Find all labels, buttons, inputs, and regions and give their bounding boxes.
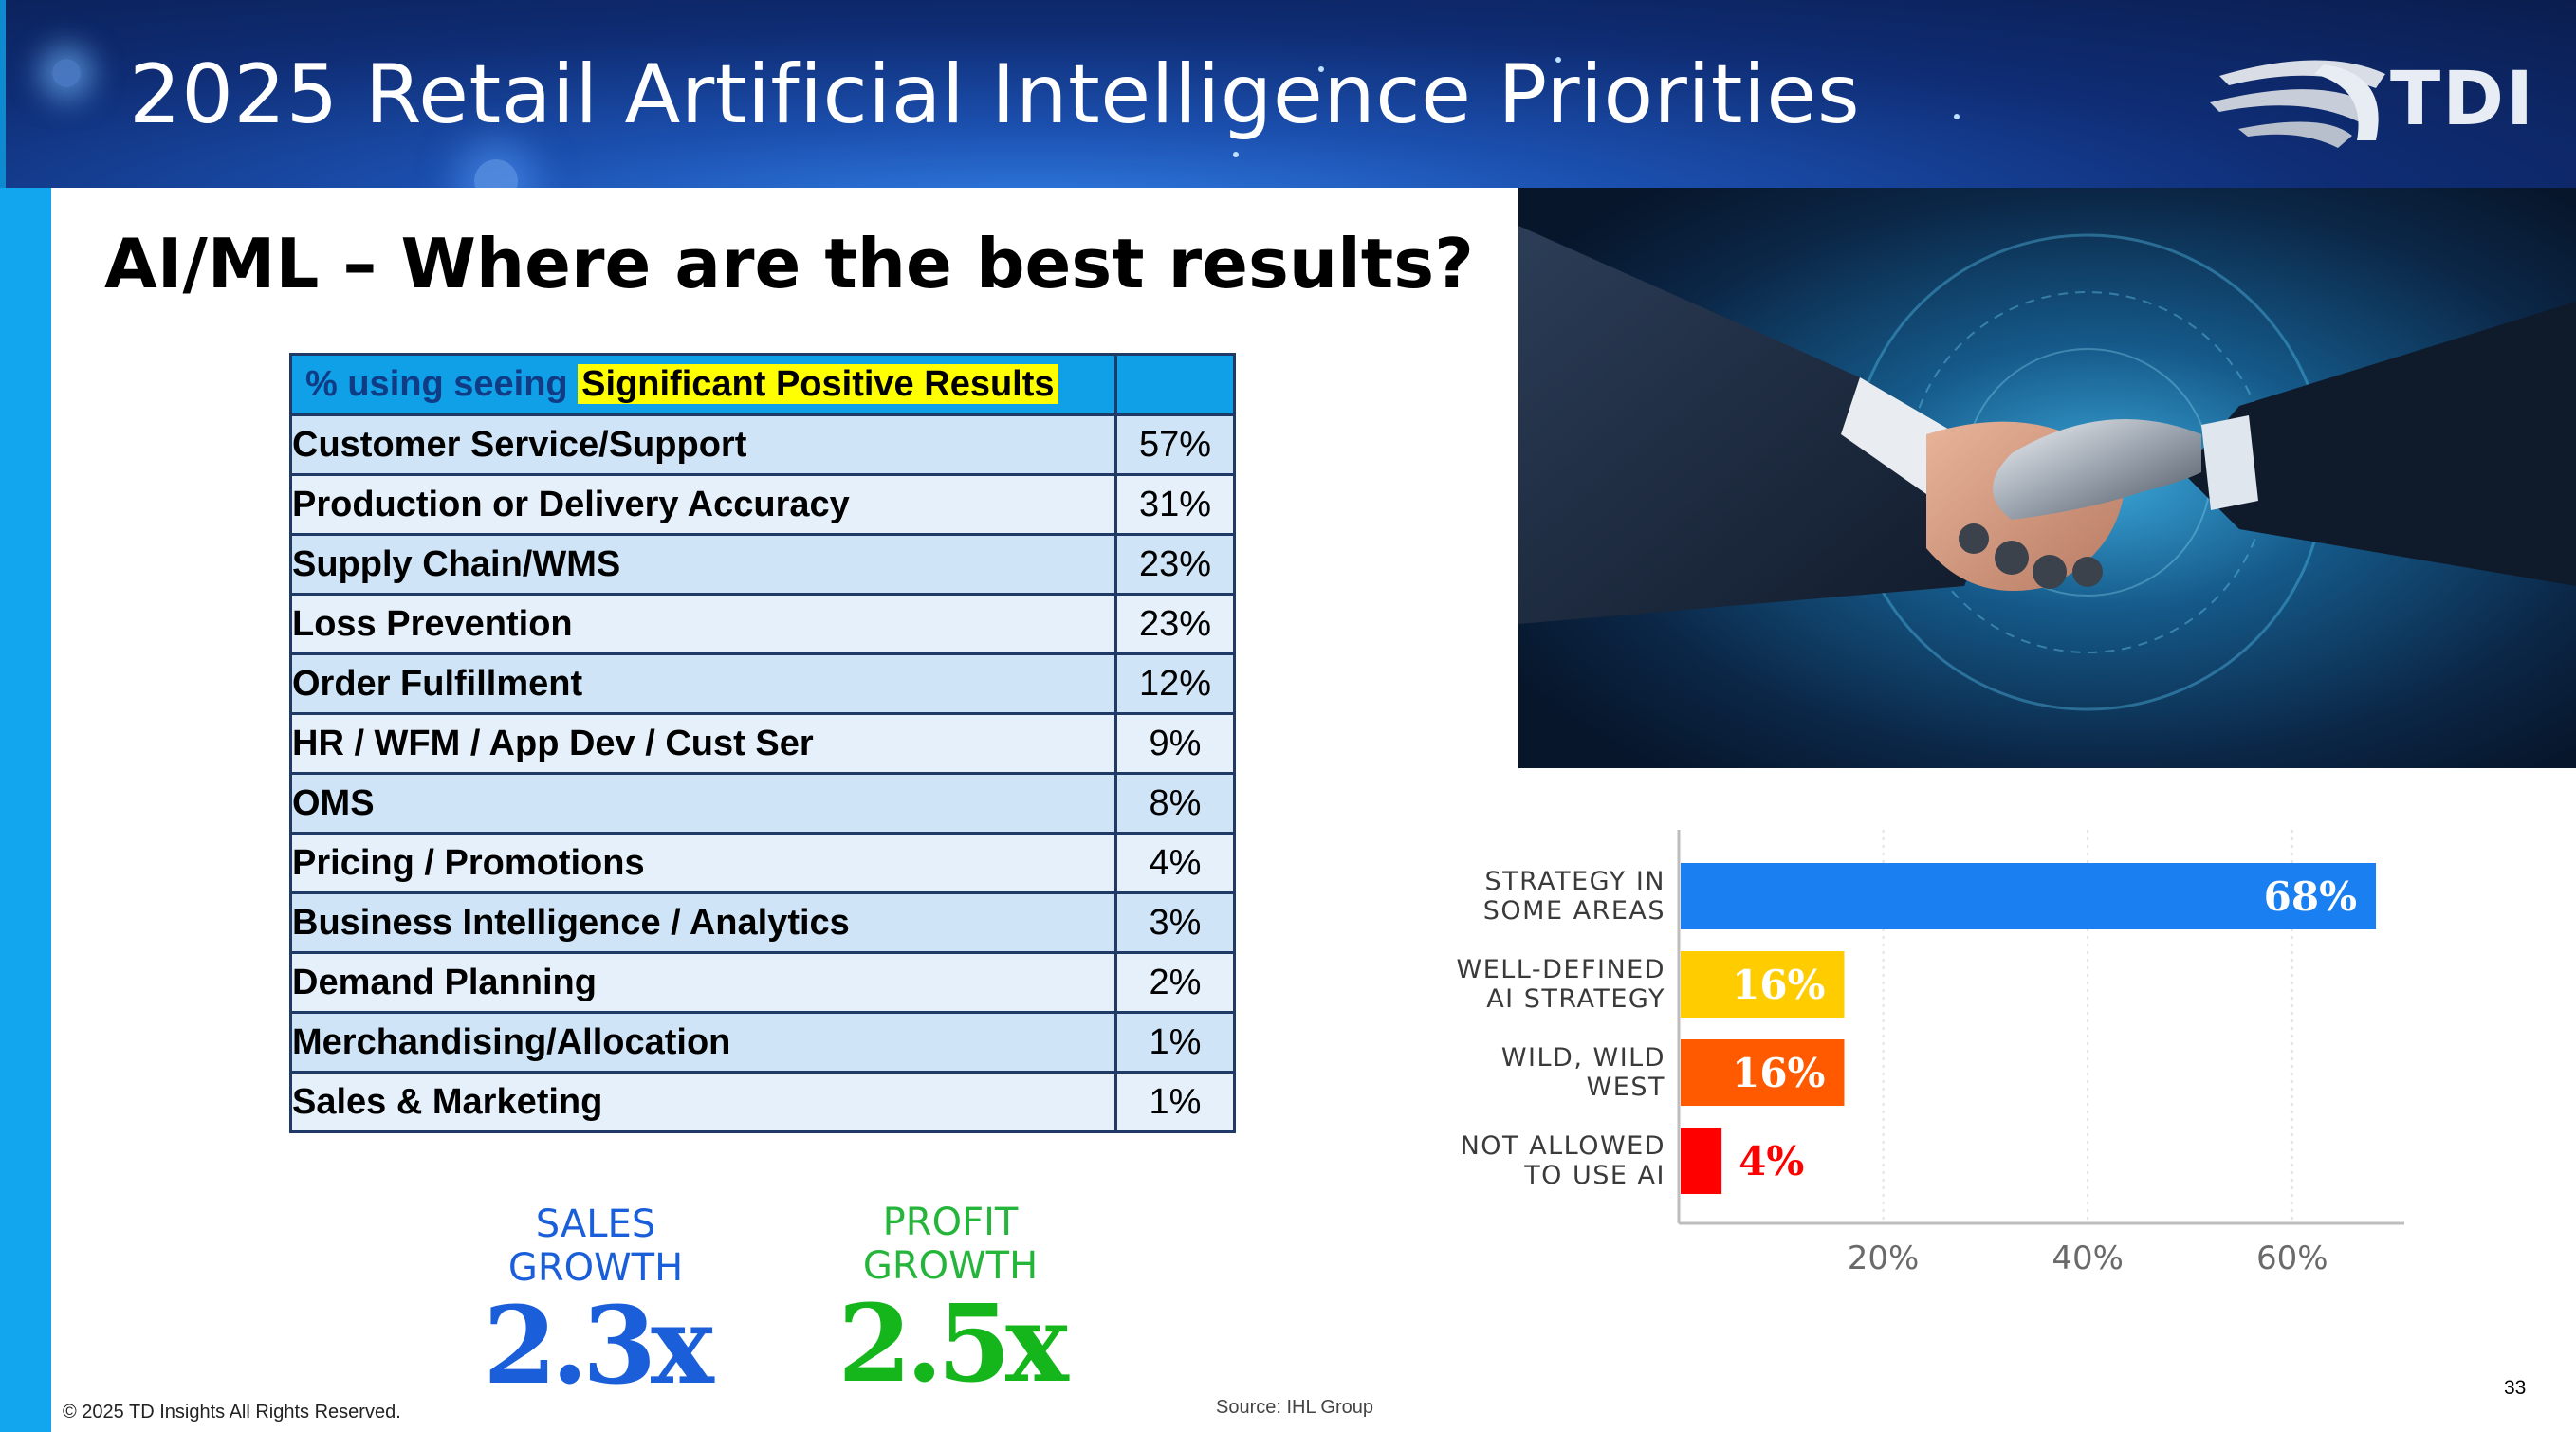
table-row-value: 8% xyxy=(1114,772,1236,835)
section-heading: AI/ML – Where are the best results? xyxy=(104,224,1474,303)
profit-growth-stat: PROFIT GROWTH 2.5x xyxy=(837,1201,1069,1406)
profit-growth-label-1: PROFIT xyxy=(882,1201,1019,1244)
table-row-label: Demand Planning xyxy=(289,951,1117,1014)
sales-growth-label-2: GROWTH xyxy=(507,1246,684,1290)
table-row: OMS 8% xyxy=(289,772,1236,835)
page-number: 33 xyxy=(2504,1377,2527,1399)
chart-category-label: AI STRATEGY xyxy=(1486,984,1665,1014)
light-spark xyxy=(1318,66,1324,72)
table-header-value-cell xyxy=(1114,353,1236,416)
chart-tick-labels: 20% 40% 60% xyxy=(1848,1239,2328,1277)
table-row-label: Loss Prevention xyxy=(289,593,1117,655)
table-row-value: 9% xyxy=(1114,712,1236,775)
chart-data-label: 68% xyxy=(2264,873,2357,920)
table-row: Customer Service/Support 57% xyxy=(289,413,1236,476)
table-row-label: OMS xyxy=(289,772,1117,835)
table-row-value: 4% xyxy=(1114,832,1236,894)
table-row-label: Supply Chain/WMS xyxy=(289,533,1117,596)
table-row-label: Business Intelligence / Analytics xyxy=(289,891,1117,954)
table-row-value: 57% xyxy=(1114,413,1236,476)
table-row-value: 3% xyxy=(1114,891,1236,954)
chart-bar xyxy=(1681,1039,1845,1106)
table-row: Production or Delivery Accuracy 31% xyxy=(289,473,1236,536)
table-row-value: 1% xyxy=(1114,1011,1236,1074)
chart-bar xyxy=(1681,1128,1722,1194)
chart-data-label: 4% xyxy=(1739,1138,1804,1184)
profit-growth-value: 2.5x xyxy=(837,1282,1069,1406)
table-row-label: Pricing / Promotions xyxy=(289,832,1117,894)
table-row-value: 2% xyxy=(1114,951,1236,1014)
chart-category-label: WELL-DEFINED xyxy=(1457,955,1666,984)
table-row-label: Production or Delivery Accuracy xyxy=(289,473,1117,536)
table-row-value: 23% xyxy=(1114,533,1236,596)
table-row: Supply Chain/WMS 23% xyxy=(289,533,1236,596)
chart-bar xyxy=(1681,951,1845,1018)
table-row-label: Merchandising/Allocation xyxy=(289,1011,1117,1074)
chart-category-label: TO USE AI xyxy=(1523,1161,1665,1190)
table-row: Sales & Marketing 1% xyxy=(289,1071,1236,1133)
page-title: 2025 Retail Artificial Intelligence Prio… xyxy=(129,47,1861,142)
table-header-prefix: % using seeing xyxy=(305,364,579,404)
table-row-value: 1% xyxy=(1114,1071,1236,1133)
light-flare xyxy=(52,59,81,87)
chart-category-label: STRATEGY IN xyxy=(1484,867,1665,896)
sales-growth-label-1: SALES xyxy=(535,1203,656,1246)
chart-bars: 68% 16% 16% 4% xyxy=(1681,863,2377,1194)
table-row: Order Fulfillment 12% xyxy=(289,652,1236,715)
chart-x-tick-label: 60% xyxy=(2256,1239,2328,1277)
sales-growth-stat: SALES GROWTH 2.3x xyxy=(482,1203,714,1408)
chart-x-tick-label: 20% xyxy=(1848,1239,1920,1277)
logo-wordmark: TDI xyxy=(2390,57,2535,142)
human-robot-handshake-image xyxy=(1518,188,2576,768)
table-row-value: 12% xyxy=(1114,652,1236,715)
profit-growth-label-2: GROWTH xyxy=(862,1244,1039,1288)
light-flare xyxy=(474,159,518,188)
table-row-value: 31% xyxy=(1114,473,1236,536)
chart-data-label: 16% xyxy=(1732,1050,1825,1096)
tdi-logo-icon xyxy=(2210,60,2385,148)
table-row-label: Sales & Marketing xyxy=(289,1071,1117,1133)
table-row-label: Customer Service/Support xyxy=(289,413,1117,476)
handshake-photo xyxy=(1518,188,2576,768)
accent-strip-top xyxy=(0,0,6,188)
table-row: Demand Planning 2% xyxy=(289,951,1236,1014)
table-row: Loss Prevention 23% xyxy=(289,593,1236,655)
chart-category-label: WILD, WILD xyxy=(1501,1043,1665,1073)
chart-grid xyxy=(1677,830,2404,1225)
chart-category-label: NOT ALLOWED xyxy=(1461,1131,1665,1161)
light-spark xyxy=(1954,114,1960,119)
light-spark xyxy=(1555,57,1561,63)
table-row-value: 23% xyxy=(1114,593,1236,655)
chart-x-tick-label: 40% xyxy=(2052,1239,2124,1277)
table-header-row: % using seeing Significant Positive Resu… xyxy=(289,353,1236,416)
table-row: Pricing / Promotions 4% xyxy=(289,832,1236,894)
table-header-highlight: Significant Positive Results xyxy=(578,364,1058,404)
results-table: % using seeing Significant Positive Resu… xyxy=(289,353,1236,1133)
chart-bar xyxy=(1681,863,2377,929)
chart-category-label: SOME AREAS xyxy=(1483,896,1665,926)
table-row-label: Order Fulfillment xyxy=(289,652,1117,715)
accent-strip xyxy=(0,188,51,1432)
chart-category-label: WEST xyxy=(1587,1073,1665,1102)
copyright-text: © 2025 TD Insights All Rights Reserved. xyxy=(63,1402,401,1423)
table-header-cell: % using seeing Significant Positive Resu… xyxy=(289,353,1117,416)
source-text: Source: IHL Group xyxy=(1216,1397,1374,1418)
table-row: HR / WFM / App Dev / Cust Ser 9% xyxy=(289,712,1236,775)
table-row-label: HR / WFM / App Dev / Cust Ser xyxy=(289,712,1117,775)
table-body: Customer Service/Support 57% Production or… xyxy=(289,413,1236,1133)
sales-growth-value: 2.3x xyxy=(483,1284,714,1408)
light-spark xyxy=(1233,152,1239,157)
chart-data-label: 16% xyxy=(1732,962,1825,1008)
table-row: Business Intelligence / Analytics 3% xyxy=(289,891,1236,954)
table-row: Merchandising/Allocation 1% xyxy=(289,1011,1236,1074)
header-banner: 2025 Retail Artificial Intelligence Prio… xyxy=(0,0,2576,188)
